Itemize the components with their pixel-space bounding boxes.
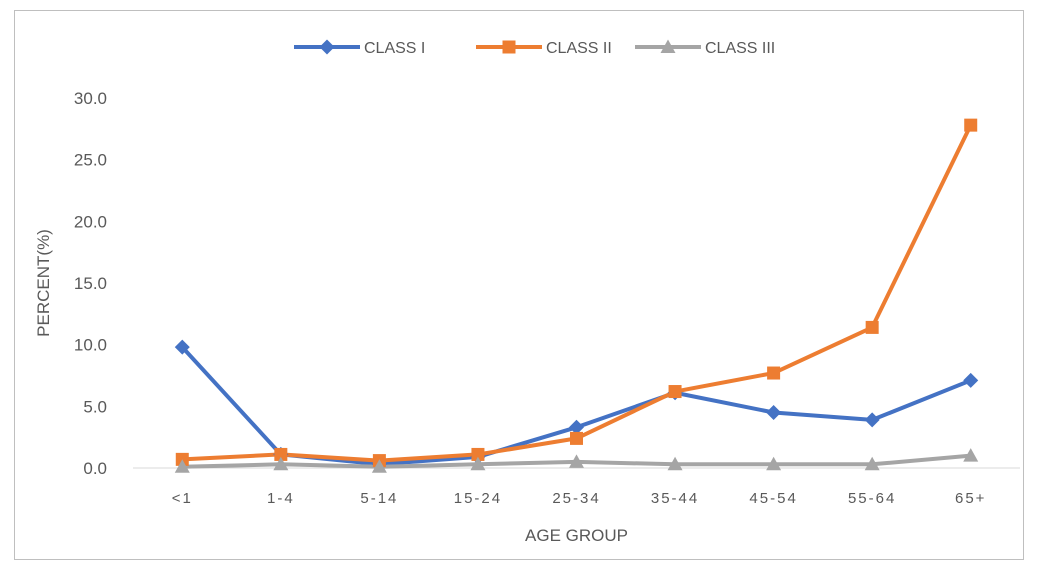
data-point-square (502, 40, 516, 54)
x-tick-label: 55-64 (848, 490, 896, 507)
y-axis-title: PERCENT(%) (34, 229, 53, 337)
x-tick-label: 15-24 (454, 490, 502, 507)
y-tick-label: 5.0 (83, 397, 107, 416)
data-point-triangle (667, 456, 683, 471)
x-tick-label: 35-44 (651, 490, 699, 507)
x-axis-title: AGE GROUP (525, 526, 628, 545)
data-point-diamond (963, 372, 979, 388)
y-tick-label: 25.0 (74, 151, 107, 170)
x-tick-label: 5-14 (360, 490, 398, 507)
data-point-diamond (319, 39, 335, 55)
x-tick-label: 65+ (955, 490, 986, 507)
data-point-triangle (766, 456, 782, 471)
y-tick-label: 30.0 (74, 89, 107, 108)
data-point-diamond (864, 412, 880, 428)
data-point-square (668, 385, 682, 399)
data-point-triangle (864, 456, 880, 471)
data-point-triangle (174, 459, 190, 473)
data-point-triangle (660, 39, 676, 53)
data-point-triangle (569, 454, 584, 468)
data-point-square (570, 431, 583, 445)
legend-label: CLASS I (364, 40, 425, 57)
data-point-triangle (273, 456, 289, 471)
data-point-diamond (569, 419, 584, 435)
series-lines (180, 123, 973, 469)
y-tick-label: 10.0 (74, 336, 107, 355)
series-line-2 (180, 123, 973, 463)
y-axis-ticks: 0.0 5.0 10.0 15.0 20.0 25.0 30.0 (74, 89, 107, 478)
data-point-square (964, 118, 978, 132)
data-point-triangle (470, 456, 486, 471)
legend-label: CLASS III (705, 40, 775, 57)
data-point-square (471, 447, 485, 461)
data-point-square (865, 320, 879, 334)
legend-label: CLASS II (546, 40, 612, 57)
data-point-diamond (174, 339, 190, 355)
y-tick-label: 20.0 (74, 212, 107, 231)
data-point-square (274, 447, 288, 461)
series-markers (174, 118, 979, 473)
x-tick-label: 25-34 (552, 490, 600, 507)
chart-frame (14, 10, 1024, 560)
y-tick-label: 0.0 (83, 459, 107, 478)
x-tick-label: <1 (172, 490, 193, 507)
y-tick-label: 15.0 (74, 274, 107, 293)
data-point-triangle (371, 459, 387, 473)
x-axis-ticks: <1 1-4 5-14 15-24 25-34 35-44 45-54 55-64 65+ (172, 490, 986, 507)
legend: CLASS I CLASS II CLASS III (294, 39, 775, 57)
data-point-triangle (963, 448, 979, 462)
data-point-square (767, 366, 781, 380)
x-tick-label: 1-4 (267, 490, 295, 507)
x-tick-label: 45-54 (749, 490, 797, 507)
data-point-diamond (766, 405, 782, 420)
series-line-1 (180, 345, 973, 467)
